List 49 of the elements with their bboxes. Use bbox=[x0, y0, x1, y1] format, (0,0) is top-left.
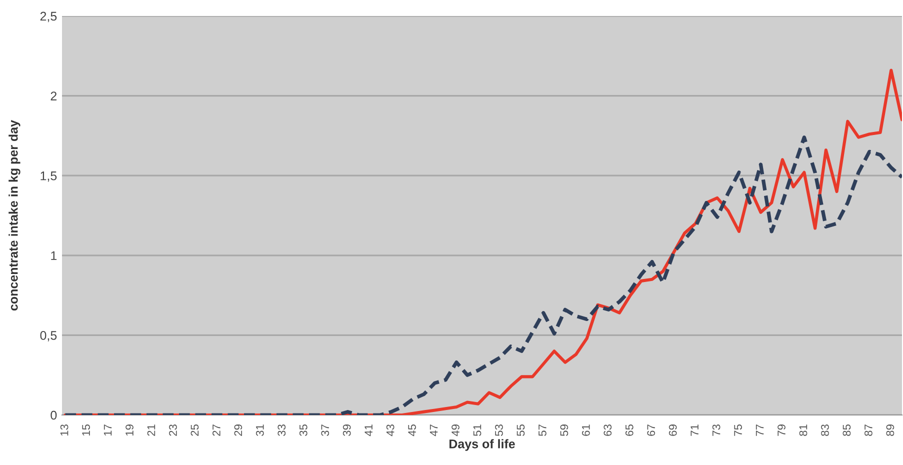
x-tick-label: 57 bbox=[538, 424, 546, 436]
y-axis-title: concentrate intake in kg per day bbox=[8, 120, 20, 311]
x-tick-label: 81 bbox=[799, 424, 808, 436]
x-tick-label: 69 bbox=[668, 424, 677, 436]
x-tick-label: 51 bbox=[473, 424, 482, 436]
x-tick-label: 63 bbox=[604, 424, 612, 436]
y-tick-label: 2 bbox=[50, 92, 57, 100]
x-tick-label: 65 bbox=[625, 424, 634, 436]
x-tick-label: 61 bbox=[582, 424, 590, 436]
x-tick-label: 53 bbox=[495, 424, 503, 436]
y-tick-label: 1 bbox=[51, 251, 57, 260]
x-tick-label: 29 bbox=[234, 424, 242, 436]
y-tick-label: 1,5 bbox=[40, 172, 57, 182]
x-tick-label: 31 bbox=[256, 424, 264, 436]
x-tick-label: 23 bbox=[169, 424, 177, 436]
x-tick-label: 33 bbox=[278, 424, 286, 436]
x-tick-label: 83 bbox=[821, 424, 829, 436]
x-tick-label: 17 bbox=[104, 424, 112, 436]
x-tick-label: 47 bbox=[430, 424, 438, 436]
x-tick-label: 19 bbox=[126, 424, 134, 436]
x-tick-label: 37 bbox=[321, 424, 330, 436]
x-tick-label: 21 bbox=[147, 424, 156, 436]
x-tick-label: 45 bbox=[408, 424, 416, 436]
x-tick-label: 27 bbox=[212, 424, 220, 436]
x-tick-label: 85 bbox=[842, 424, 851, 436]
x-tick-label: 89 bbox=[886, 424, 894, 436]
x-tick-label: 59 bbox=[560, 424, 568, 436]
x-axis-title: Days of life bbox=[449, 439, 515, 451]
x-tick-label: 15 bbox=[82, 424, 90, 436]
y-tick-label: 0,5 bbox=[40, 331, 57, 342]
y-tick-label: 2,5 bbox=[40, 12, 57, 22]
y-tick-label: 0 bbox=[50, 410, 57, 420]
x-tick-label: 41 bbox=[364, 424, 372, 436]
x-tick-label: 25 bbox=[190, 424, 199, 436]
x-tick-label: 75 bbox=[734, 424, 742, 436]
x-tick-label: 67 bbox=[647, 424, 656, 436]
x-tick-label: 73 bbox=[712, 424, 720, 436]
x-tick-label: 43 bbox=[386, 424, 394, 436]
x-tick-label: 35 bbox=[299, 424, 308, 436]
x-tick-label: 39 bbox=[342, 424, 351, 436]
x-tick-label: 13 bbox=[60, 424, 68, 436]
line-series bbox=[63, 135, 902, 415]
x-tick-label: 77 bbox=[756, 424, 764, 436]
x-tick-label: 55 bbox=[516, 424, 525, 436]
x-tick-label: 79 bbox=[778, 424, 786, 436]
line-series bbox=[64, 68, 902, 415]
x-tick-label: 49 bbox=[452, 424, 460, 436]
x-tick-label: 87 bbox=[864, 424, 872, 436]
x-tick-label: 71 bbox=[690, 424, 698, 436]
